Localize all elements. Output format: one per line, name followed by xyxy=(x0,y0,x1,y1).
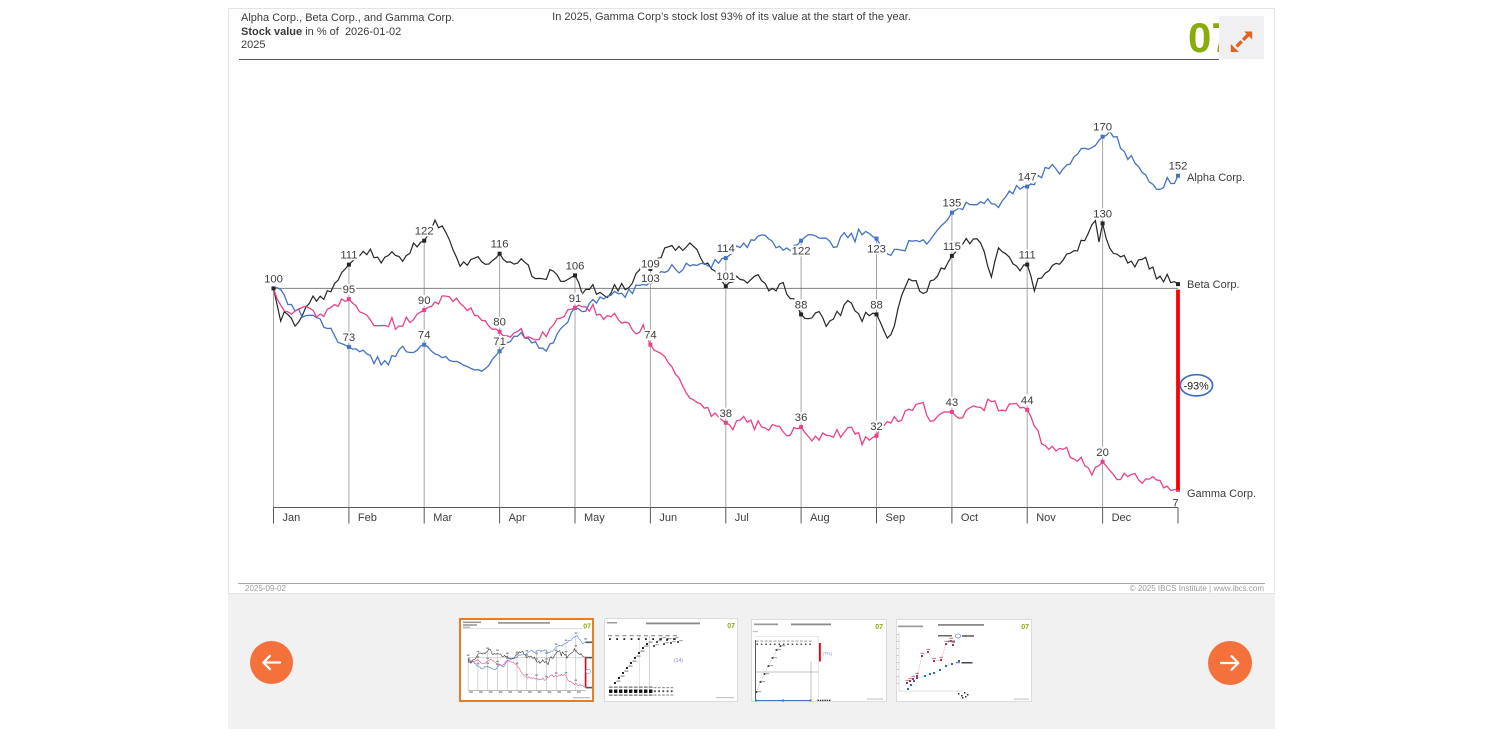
svg-text:122: 122 xyxy=(415,226,434,238)
svg-text:114: 114 xyxy=(717,243,735,255)
svg-text:103: 103 xyxy=(641,273,660,285)
svg-text:(7%): (7%) xyxy=(823,651,833,656)
svg-text:Beta Corp.: Beta Corp. xyxy=(1187,279,1240,291)
svg-text:101: 101 xyxy=(716,271,735,283)
svg-text:116: 116 xyxy=(491,239,509,251)
svg-text:7: 7 xyxy=(1172,498,1178,510)
svg-text:43: 43 xyxy=(946,397,959,409)
svg-text:74: 74 xyxy=(418,330,431,342)
svg-text:88: 88 xyxy=(870,299,883,311)
svg-text:80: 80 xyxy=(493,317,506,329)
svg-text:Gamma Corp.: Gamma Corp. xyxy=(1187,488,1256,500)
svg-text:147: 147 xyxy=(1018,172,1037,184)
svg-text:Nov: Nov xyxy=(1036,512,1056,524)
svg-text:74: 74 xyxy=(644,330,657,342)
svg-text:170: 170 xyxy=(1093,122,1112,134)
svg-text:May: May xyxy=(584,512,605,524)
svg-text:73: 73 xyxy=(343,332,356,344)
svg-text:36: 36 xyxy=(795,412,808,424)
svg-text:88: 88 xyxy=(795,299,808,311)
svg-text:(14): (14) xyxy=(674,658,683,664)
svg-text:Jan: Jan xyxy=(283,512,301,524)
svg-text:100: 100 xyxy=(264,273,283,285)
svg-text:109: 109 xyxy=(641,258,660,270)
svg-text:07: 07 xyxy=(1021,624,1029,631)
svg-text:20: 20 xyxy=(1096,447,1109,459)
svg-text:38: 38 xyxy=(720,408,733,420)
svg-text:106: 106 xyxy=(566,260,585,272)
svg-text:135: 135 xyxy=(942,198,961,210)
svg-text:122: 122 xyxy=(792,246,811,258)
svg-text:Dec: Dec xyxy=(1112,512,1132,524)
svg-text:152: 152 xyxy=(1169,161,1188,173)
svg-text:Mar: Mar xyxy=(433,512,452,524)
svg-text:91: 91 xyxy=(569,293,582,305)
svg-text:07: 07 xyxy=(583,624,591,631)
svg-text:71: 71 xyxy=(493,336,506,348)
svg-text:32: 32 xyxy=(870,421,883,433)
svg-text:Feb: Feb xyxy=(358,512,377,524)
svg-text:07: 07 xyxy=(875,624,883,631)
svg-text:95: 95 xyxy=(343,284,356,296)
svg-text:Oct: Oct xyxy=(961,512,978,524)
svg-text:Alpha Corp.: Alpha Corp. xyxy=(1187,172,1245,184)
svg-text:Aug: Aug xyxy=(810,512,830,524)
svg-text:115: 115 xyxy=(943,241,961,253)
svg-text:Jun: Jun xyxy=(659,512,677,524)
svg-text:Jul: Jul xyxy=(735,512,749,524)
svg-text:Sep: Sep xyxy=(886,512,906,524)
svg-text:123: 123 xyxy=(867,244,886,256)
svg-text:111: 111 xyxy=(340,250,357,262)
svg-text:07: 07 xyxy=(727,623,735,630)
svg-text:111: 111 xyxy=(1019,250,1036,262)
svg-text:90: 90 xyxy=(418,295,431,307)
svg-text:44: 44 xyxy=(1021,395,1034,407)
svg-text:-93%: -93% xyxy=(1184,380,1210,392)
svg-text:Apr: Apr xyxy=(509,512,526,524)
svg-text:130: 130 xyxy=(1093,208,1112,220)
